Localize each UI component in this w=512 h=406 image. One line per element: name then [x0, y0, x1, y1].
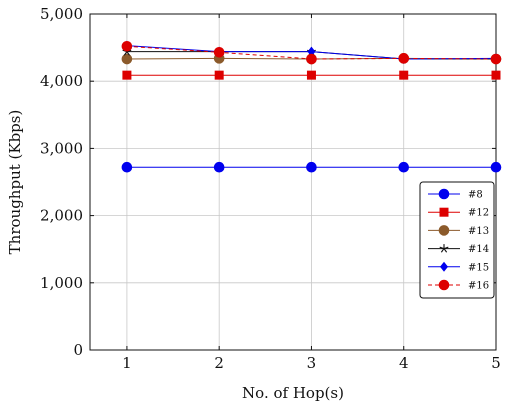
y-tick-label: 4,000: [40, 72, 83, 90]
data-point: [490, 53, 502, 65]
data-point: [121, 161, 133, 173]
x-tick-label: 3: [307, 354, 317, 372]
x-tick-label: 1: [122, 354, 132, 372]
data-point: [399, 70, 409, 80]
x-axis-ticks: 1 2 3 4 5: [122, 14, 501, 372]
y-tick-label: 3,000: [40, 139, 83, 157]
legend-label: #12: [468, 208, 489, 219]
legend-label: #8: [468, 190, 483, 201]
x-tick-label: 5: [491, 354, 501, 372]
data-point: [398, 161, 410, 173]
y-tick-label: 2,000: [40, 207, 83, 225]
legend-entry: #14: [428, 244, 489, 255]
series-hash-16: [121, 40, 502, 65]
data-point: [122, 70, 132, 80]
data-point: [306, 53, 317, 65]
x-tick-label: 4: [399, 354, 409, 372]
y-tick-label: 1,000: [40, 274, 83, 292]
y-tick-label: 5,000: [40, 5, 83, 23]
legend-marker: [438, 279, 450, 291]
data-point: [121, 40, 133, 52]
legend-label: #14: [468, 244, 489, 255]
legend-entry: #12: [428, 207, 489, 219]
legend-marker: [440, 261, 448, 272]
legend-entry: #15: [428, 261, 489, 273]
data-point: [491, 70, 501, 80]
data-point: [121, 53, 133, 65]
legend-marker: [439, 207, 449, 217]
legend-label: #16: [468, 281, 489, 292]
series-hash-8: [121, 161, 502, 173]
y-axis-label: Throughput (Kbps): [6, 110, 24, 255]
y-tick-label: 0: [73, 341, 83, 359]
data-point: [490, 161, 502, 173]
data-point: [306, 161, 317, 173]
legend-marker: [439, 244, 449, 253]
series-layer: [121, 40, 502, 173]
plot-frame: [89, 13, 497, 351]
legend: #8 #12 #13 #14 #15 #16: [419, 181, 495, 299]
legend-marker: [438, 225, 450, 236]
legend-label: #13: [468, 226, 489, 237]
series-hash-12: [122, 70, 501, 80]
y-axis-ticks: 0 1,000 2,000 3,000 4,000 5,000: [40, 5, 496, 359]
data-point: [213, 47, 225, 58]
data-point: [214, 70, 224, 80]
legend-label: #15: [468, 262, 489, 273]
data-point: [213, 161, 225, 173]
legend-marker: [438, 188, 450, 200]
x-tick-label: 2: [214, 354, 224, 372]
legend-entry: #8: [428, 188, 483, 201]
data-point: [398, 53, 410, 64]
legend-box: [419, 181, 495, 299]
data-point: [306, 70, 316, 80]
x-axis-label: No. of Hop(s): [242, 384, 344, 402]
legend-entry: #13: [428, 225, 489, 237]
legend-entry: #16: [428, 279, 489, 292]
